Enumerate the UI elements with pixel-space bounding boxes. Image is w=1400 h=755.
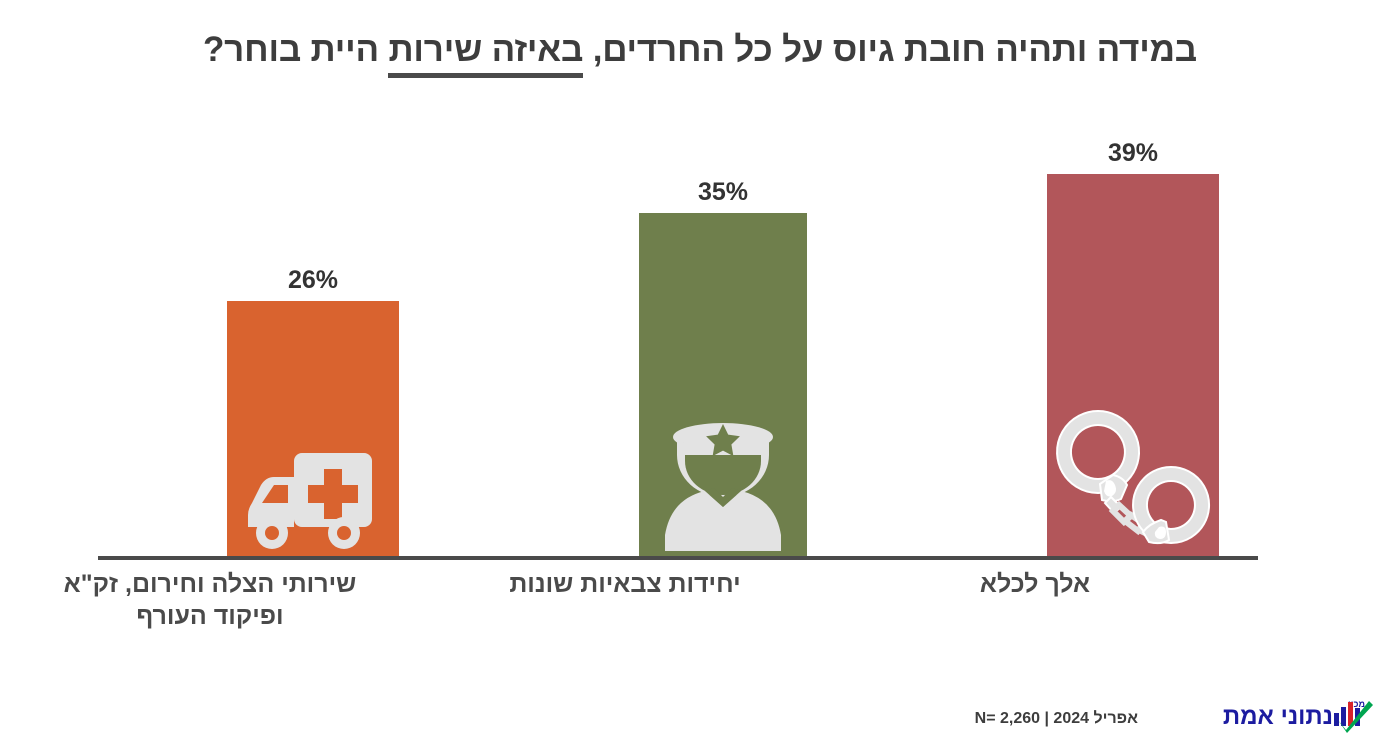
logo-name: נתוני אמת xyxy=(1222,703,1333,730)
handcuffs-icon xyxy=(1049,401,1217,556)
chart-title-part-3: היית בוחר? xyxy=(203,30,389,69)
bar-chart-check-icon xyxy=(1333,699,1375,733)
category-label-1: יחידות צבאיות שונות xyxy=(460,568,790,600)
chart-title: במידה ותהיה חובת גיוס על כל החרדים, באיז… xyxy=(203,28,1197,78)
footer: אפריל 2024 | N= 2,260 מכון נתוני אמת xyxy=(0,695,1400,741)
bar-group-1: 35% xyxy=(598,120,848,556)
brand-logo: מכון נתוני אמת xyxy=(1155,693,1375,735)
bar-rect-0[interactable]: 39% xyxy=(1047,139,1219,556)
soldier-icon xyxy=(653,415,793,556)
sample-note: אפריל 2024 | N= 2,260 xyxy=(974,710,1138,727)
bar-group-0: 39% xyxy=(1008,120,1258,556)
category-label-0: אלך לכלא xyxy=(870,568,1200,600)
page-title: במידה ותהיה חובת גיוס על כל החרדים, באיז… xyxy=(0,28,1400,78)
bar-value-label-0: 39% xyxy=(1107,139,1159,167)
bar-value-label-2: 26% xyxy=(287,266,339,294)
ambulance-icon xyxy=(248,447,378,556)
bar-rect-1[interactable]: 35% xyxy=(639,178,807,556)
chart-plot-area: 39% xyxy=(98,120,1258,560)
x-axis-line xyxy=(98,556,1258,560)
category-label-2: שירותי הצלה וחירום, זק"א ופיקוד העורף xyxy=(45,568,375,632)
category-label-2-line1: שירותי הצלה וחירום, זק"א xyxy=(63,570,357,598)
chart-title-underlined-part: באיזה שירות xyxy=(388,30,583,78)
logo-kicker: מכון xyxy=(1348,699,1365,709)
bar-group-2: 26% xyxy=(188,120,438,556)
category-label-2-line2: ופיקוד העורף xyxy=(136,602,284,630)
bar-value-label-1: 35% xyxy=(697,178,749,206)
bar-rect-2[interactable]: 26% xyxy=(227,266,399,556)
category-label-1-line1: יחידות צבאיות שונות xyxy=(509,570,741,598)
category-label-0-line1: אלך לכלא xyxy=(979,570,1091,598)
chart-title-part-1: במידה ותהיה חובת גיוס על כל החרדים, xyxy=(583,30,1197,69)
